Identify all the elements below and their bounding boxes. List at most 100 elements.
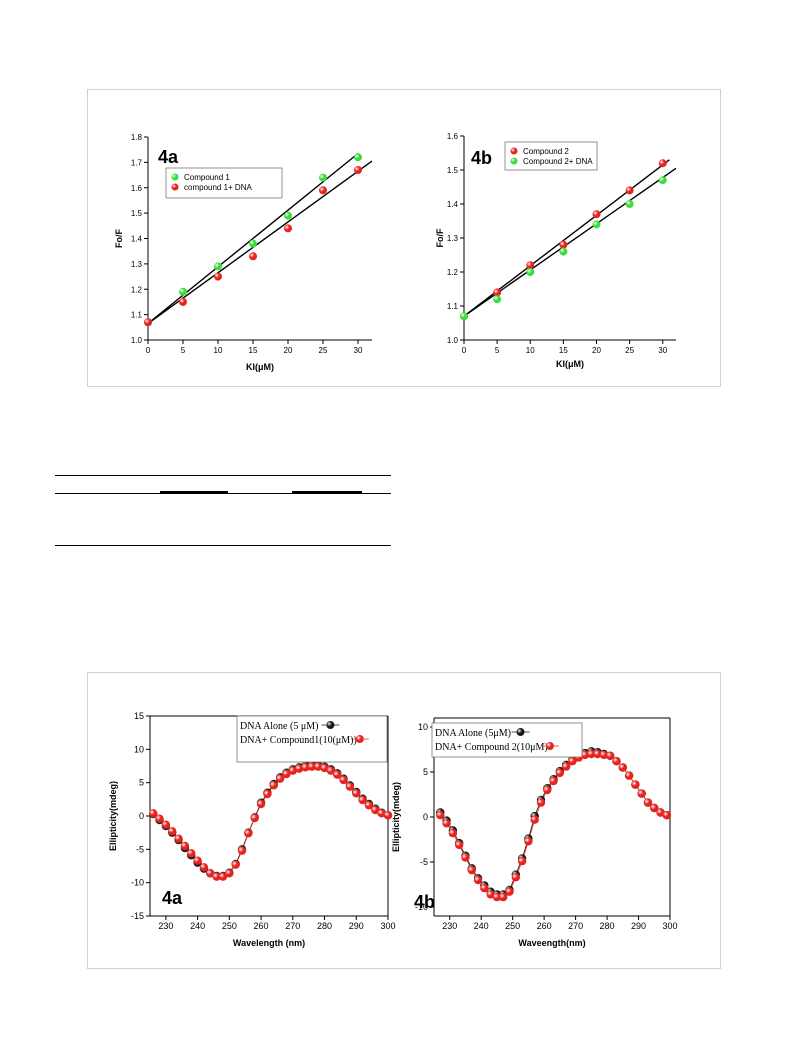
panel-label: 4a (158, 147, 179, 167)
x-tick-label: 300 (662, 921, 677, 931)
data-point (561, 762, 571, 771)
data-point (354, 165, 362, 174)
data-point (473, 875, 483, 885)
data-point (499, 892, 508, 902)
y-tick-label: 1.7 (131, 158, 143, 167)
y-tick-label: 1.0 (447, 336, 459, 345)
legend-label: DNA+ Compound 2(10μM) (435, 742, 548, 753)
y-tick-label: -10 (131, 878, 144, 888)
x-tick-label: 5 (495, 346, 500, 355)
panel-label: 4b (414, 892, 435, 912)
legend-marker (171, 183, 179, 191)
x-tick-label: 230 (158, 921, 173, 931)
data-point (218, 872, 228, 881)
legend-box (165, 167, 283, 199)
y-tick-label: 5 (423, 767, 428, 777)
table-rule-segment (292, 491, 362, 493)
data-point (249, 252, 257, 261)
data-point (524, 837, 533, 846)
data-point (313, 762, 323, 771)
data-point (631, 780, 640, 789)
y-axis-label: Ellipticity(mdeg) (108, 781, 118, 851)
data-point (294, 764, 304, 773)
x-tick-label: 30 (354, 346, 363, 355)
data-point (592, 210, 601, 219)
data-point (656, 808, 665, 817)
legend-marker (545, 742, 554, 750)
data-point (212, 872, 221, 881)
data-point (511, 873, 521, 882)
data-point (180, 841, 190, 851)
data-point (650, 803, 659, 813)
y-tick-label: -10 (415, 902, 428, 912)
data-point (493, 295, 502, 304)
data-point (144, 318, 152, 327)
x-axis-label: Waveength(nm) (518, 938, 585, 948)
data-point (364, 801, 374, 810)
x-tick-label: 290 (631, 921, 646, 931)
legend-box (431, 722, 583, 758)
legend-label: DNA+ Compound1(10(μM)) (240, 735, 357, 746)
data-point (436, 811, 445, 820)
panel-label: 4b (471, 148, 492, 168)
legend-label: DNA Alone (5 μM) (240, 721, 318, 732)
table-rule-segment (160, 491, 228, 493)
data-point (187, 849, 196, 858)
data-point (580, 750, 590, 760)
data-point (448, 829, 458, 838)
data-point (225, 869, 234, 878)
y-tick-label: 1.4 (131, 235, 143, 244)
data-point (214, 262, 222, 271)
x-axis-label: KI(μM) (246, 362, 274, 372)
x-tick-label: 10 (214, 346, 223, 355)
x-tick-label: 25 (319, 346, 328, 355)
data-point (284, 211, 292, 220)
data-point (320, 763, 329, 773)
legend-label: Compound 2+ DNA (523, 157, 593, 166)
panel-label: 4a (162, 888, 183, 908)
data-point (319, 173, 327, 182)
data-point (358, 795, 367, 805)
fit-line (147, 160, 373, 325)
data-point (326, 766, 336, 775)
x-tick-label: 20 (284, 346, 293, 355)
x-tick-label: 15 (249, 346, 258, 355)
data-point (333, 770, 342, 779)
legend-marker (510, 147, 518, 155)
data-point (517, 856, 527, 866)
y-tick-label: -5 (420, 857, 428, 867)
data-point (199, 863, 209, 872)
x-tick-label: 250 (505, 921, 520, 931)
data-point (624, 771, 634, 780)
x-tick-label: 280 (317, 921, 332, 931)
data-point (237, 846, 247, 855)
x-tick-label: 20 (592, 346, 601, 355)
data-point (206, 869, 215, 878)
data-point (345, 782, 355, 791)
data-point (301, 763, 310, 772)
data-point (587, 749, 596, 759)
legend-label: Compound 1 (184, 173, 230, 182)
data-point (480, 883, 489, 893)
data-point (492, 892, 502, 902)
data-point (526, 268, 535, 276)
data-point (625, 186, 634, 195)
data-point (148, 809, 158, 818)
data-point (155, 814, 164, 823)
data-point (179, 287, 187, 296)
y-tick-label: -15 (131, 911, 144, 921)
data-point (244, 829, 253, 838)
data-point (179, 297, 187, 306)
data-point (284, 224, 292, 233)
data-point (214, 272, 222, 281)
data-point (231, 860, 240, 869)
data-point (559, 247, 568, 256)
x-tick-label: 260 (254, 921, 269, 931)
y-tick-label: 1.5 (131, 209, 143, 218)
x-tick-label: 250 (222, 921, 237, 931)
y-axis-label: Fo/F (114, 229, 124, 248)
x-tick-label: 290 (349, 921, 364, 931)
x-tick-label: 5 (181, 346, 186, 355)
data-point (658, 159, 667, 168)
